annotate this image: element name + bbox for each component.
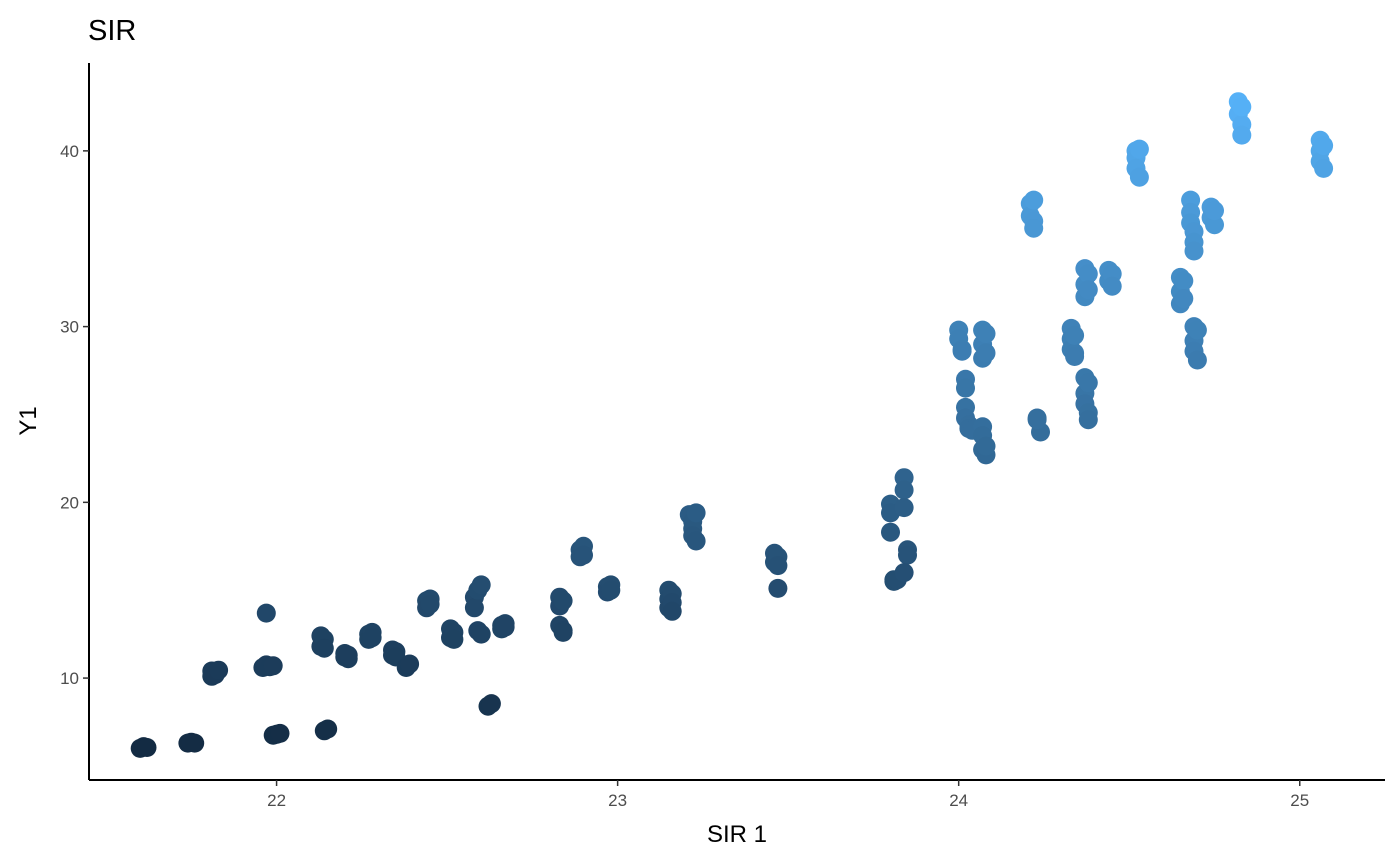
data-point	[553, 622, 573, 642]
x-tick-label: 22	[267, 791, 286, 810]
data-point	[976, 324, 996, 344]
y-tick-label: 40	[60, 142, 79, 161]
data-point	[471, 624, 491, 644]
data-point	[1174, 271, 1194, 291]
data-point	[444, 629, 464, 649]
x-tick-label: 23	[608, 791, 627, 810]
data-point	[270, 723, 290, 743]
data-point	[1187, 350, 1207, 370]
y-tick-label: 20	[60, 493, 79, 512]
data-point	[881, 522, 900, 542]
data-point	[1232, 97, 1252, 117]
x-tick-label: 24	[949, 791, 968, 810]
data-point	[338, 645, 358, 665]
data-point	[1027, 410, 1047, 430]
data-point	[894, 498, 914, 518]
data-point	[1184, 241, 1204, 261]
data-point	[1314, 136, 1334, 156]
data-point	[263, 656, 283, 676]
data-point	[400, 654, 420, 674]
data-point	[1314, 158, 1334, 178]
data-point	[481, 694, 501, 714]
data-point	[553, 591, 573, 611]
data-point	[1102, 276, 1122, 296]
x-axis-ticks: 22 23 24 25	[267, 780, 1309, 810]
data-point	[894, 563, 914, 583]
data-point	[1205, 215, 1224, 235]
x-axis-title: SIR 1	[707, 821, 767, 848]
data-point	[471, 575, 491, 595]
data-point	[601, 580, 621, 600]
data-point	[1078, 280, 1098, 300]
data-point	[362, 628, 382, 648]
data-point	[768, 578, 788, 598]
data-point	[1078, 264, 1098, 284]
data-point	[976, 343, 996, 363]
data-point	[185, 733, 205, 753]
data-point	[1174, 289, 1194, 308]
data-point	[574, 545, 593, 565]
data-point	[1065, 347, 1085, 366]
data-point	[1024, 218, 1044, 238]
data-point	[1024, 190, 1044, 210]
data-point	[686, 531, 706, 551]
data-point	[464, 598, 484, 618]
data-point	[1187, 320, 1207, 340]
points-layer	[130, 92, 1334, 758]
data-point	[1065, 325, 1085, 345]
data-point	[137, 738, 157, 757]
data-point	[686, 503, 706, 523]
data-point	[1078, 373, 1098, 393]
data-point	[495, 617, 515, 637]
data-point	[1232, 125, 1252, 145]
y-axis-ticks: 10 20 30 40	[60, 142, 89, 688]
data-point	[662, 601, 682, 621]
data-point	[1129, 167, 1149, 187]
y-axis-title: Y1	[15, 406, 42, 435]
data-point	[894, 480, 914, 500]
data-point	[976, 436, 996, 456]
data-point	[1129, 139, 1149, 159]
data-point	[1078, 410, 1098, 430]
data-point	[952, 341, 972, 361]
data-point	[420, 594, 440, 614]
data-point	[768, 556, 788, 576]
data-point	[898, 545, 917, 565]
chart-title: SIR	[88, 15, 136, 47]
data-point	[314, 638, 334, 658]
x-tick-label: 25	[1290, 791, 1309, 810]
data-point	[1205, 201, 1224, 221]
data-point	[256, 603, 276, 623]
data-point	[209, 660, 229, 680]
data-point	[956, 378, 975, 398]
y-tick-label: 10	[60, 669, 79, 688]
y-tick-label: 30	[60, 318, 79, 337]
data-point	[318, 719, 338, 739]
